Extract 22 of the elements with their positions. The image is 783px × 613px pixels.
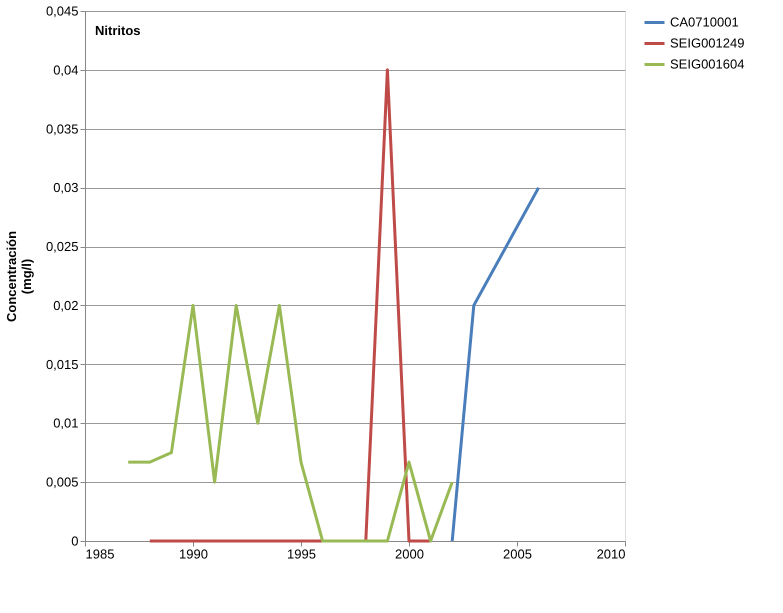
y-tick-label: 0,045 — [46, 4, 78, 18]
y-axis-title: Concentración (mg/l) — [4, 230, 34, 322]
line-series — [126, 304, 454, 542]
y-tick-label: 0,015 — [46, 356, 78, 372]
y-tick-label: 0,04 — [53, 62, 78, 78]
y-tick-label: 0,025 — [46, 239, 78, 254]
x-tick-label: 1995 — [287, 546, 316, 562]
y-tick-label: 0,02 — [53, 298, 78, 313]
x-tick-label: 1990 — [179, 546, 208, 562]
x-tick-label: 2005 — [503, 546, 532, 562]
text: Nitritos — [95, 23, 140, 38]
y-tick-label: 0,005 — [46, 474, 78, 490]
legend-label: SEIG001604 — [670, 56, 744, 72]
x-tick-label: 1985 — [86, 546, 114, 562]
x-tick-label: 2010 — [596, 546, 626, 562]
y-tick-label: 0,03 — [53, 180, 78, 196]
legend-label: SEIG001249 — [670, 36, 744, 50]
y-tick-label: 0 — [71, 534, 78, 548]
y-tick-label: 0,01 — [53, 416, 78, 431]
legend-label: CA0710001 — [670, 14, 739, 30]
x-tick-label: 2000 — [395, 546, 424, 562]
y-tick-label: 0,035 — [46, 121, 78, 136]
